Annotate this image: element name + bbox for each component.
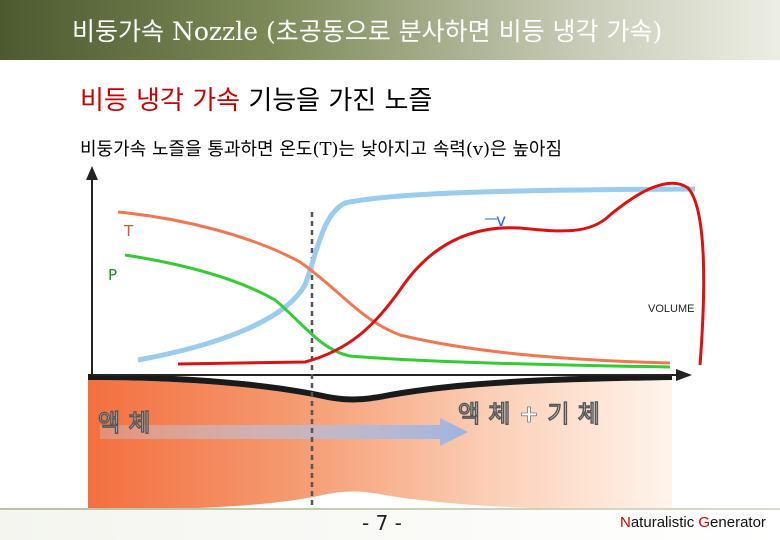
brand-text: Naturalistic Generator — [620, 514, 766, 531]
subheading-rest: 기능을 가진 노즐 — [240, 86, 433, 116]
volume-curve — [177, 181, 706, 366]
brand-accent-g: G — [698, 514, 711, 531]
label-t: T — [123, 222, 134, 240]
subheading-highlight: 비등 냉각 가속 — [80, 86, 241, 116]
brand-part-1: aturalistic — [630, 514, 699, 531]
page-number: - 7 - — [362, 511, 402, 535]
label-liquid-gas: 액 체 + 기 체 — [458, 400, 600, 428]
label-volume: VOLUME — [648, 303, 694, 315]
brand-part-2: enerator — [710, 514, 766, 531]
nozzle-top-wall — [88, 374, 672, 403]
nozzle-body — [88, 380, 672, 510]
temperature-curve — [117, 210, 671, 365]
x-axis-arrow — [676, 369, 692, 381]
brand-accent-n: N — [620, 514, 631, 531]
footer-divider — [0, 508, 780, 510]
y-axis-arrow — [86, 166, 98, 180]
pressure-curve — [124, 253, 671, 369]
label-v: v — [496, 211, 506, 231]
velocity-curve — [137, 186, 696, 363]
title-bar: 비둥가속 Nozzle (초공동으로 분사하면 비등 냉각 가속) — [0, 0, 780, 60]
label-p: P — [108, 266, 117, 284]
subheading: 비등 냉각 가속 기능을 가진 노즐 — [80, 80, 432, 117]
footer-band — [0, 510, 780, 540]
flow-arrow — [100, 418, 468, 446]
body-text: 비둥가속 노즐을 통과하면 온도(T)는 낮아지고 속력(v)은 높아짐 — [80, 139, 563, 160]
slide-title: 비둥가속 Nozzle (초공동으로 분사하면 비등 냉각 가속) — [72, 17, 663, 46]
label-liquid: 액 체 — [98, 409, 151, 437]
